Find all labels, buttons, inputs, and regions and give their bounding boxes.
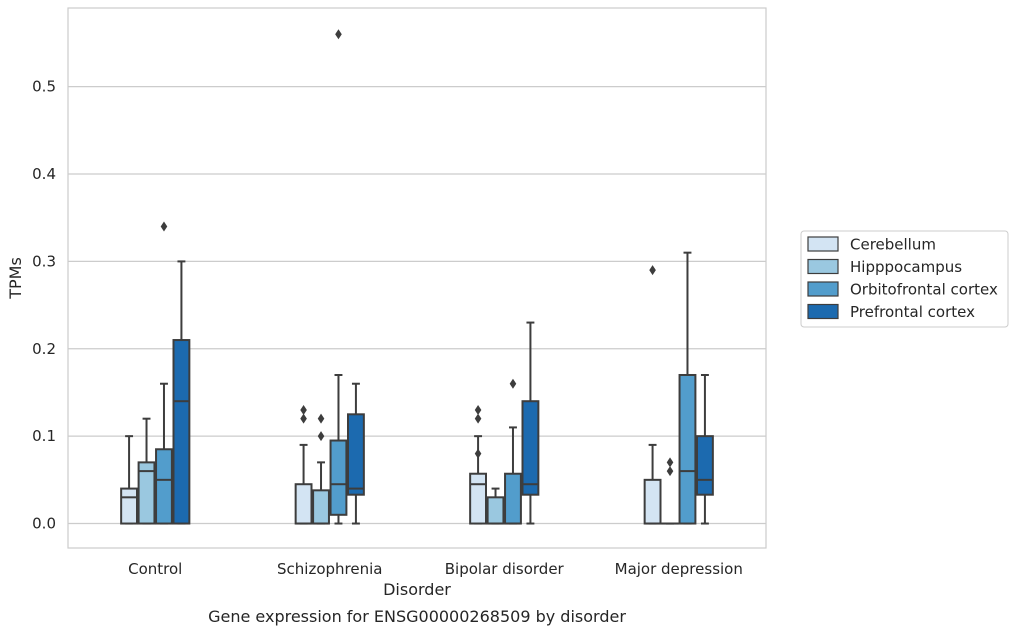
legend-swatch — [808, 237, 838, 251]
y-tick-label: 0.1 — [32, 427, 56, 445]
box-body — [680, 375, 696, 524]
box-body — [523, 401, 539, 494]
y-tick-labels: 0.0 0.1 0.2 0.3 0.4 0.5 — [32, 78, 56, 533]
y-axis-label: TPMs — [6, 257, 25, 300]
legend: Cerebellum Hipppocampus Orbitofrontal cort… — [801, 231, 1008, 327]
y-tick-label: 0.4 — [32, 165, 56, 183]
legend-swatch — [808, 305, 838, 319]
y-tick-label: 0.2 — [32, 340, 56, 358]
box-body — [505, 474, 521, 524]
box-body — [174, 340, 190, 523]
box-body — [313, 490, 329, 523]
box-body — [470, 474, 486, 524]
box-body — [697, 436, 713, 495]
box-body — [331, 441, 347, 515]
x-axis-label: Disorder — [383, 580, 451, 599]
box-body — [348, 414, 364, 494]
legend-label: Hipppocampus — [850, 258, 962, 276]
box-body — [156, 449, 172, 523]
box-body — [645, 480, 661, 524]
y-tick-label: 0.3 — [32, 252, 56, 270]
x-tick-label: Bipolar disorder — [445, 560, 565, 578]
legend-label: Orbitofrontal cortex — [850, 281, 998, 299]
legend-swatch — [808, 260, 838, 274]
x-tick-labels: Control Schizophrenia Bipolar disorder Majo… — [128, 560, 743, 578]
x-tick-label: Control — [128, 560, 182, 578]
chart-title: Gene expression for ENSG00000268509 by d… — [208, 607, 626, 626]
box-body — [296, 484, 312, 523]
y-tick-label: 0.0 — [32, 515, 56, 533]
x-tick-label: Major depression — [615, 560, 743, 578]
y-tick-label: 0.5 — [32, 78, 56, 96]
x-tick-label: Schizophrenia — [277, 560, 382, 578]
legend-swatch — [808, 282, 838, 296]
box-body — [121, 489, 137, 524]
legend-label: Prefrontal cortex — [850, 303, 975, 321]
box-body — [488, 497, 504, 523]
legend-label: Cerebellum — [850, 236, 936, 254]
